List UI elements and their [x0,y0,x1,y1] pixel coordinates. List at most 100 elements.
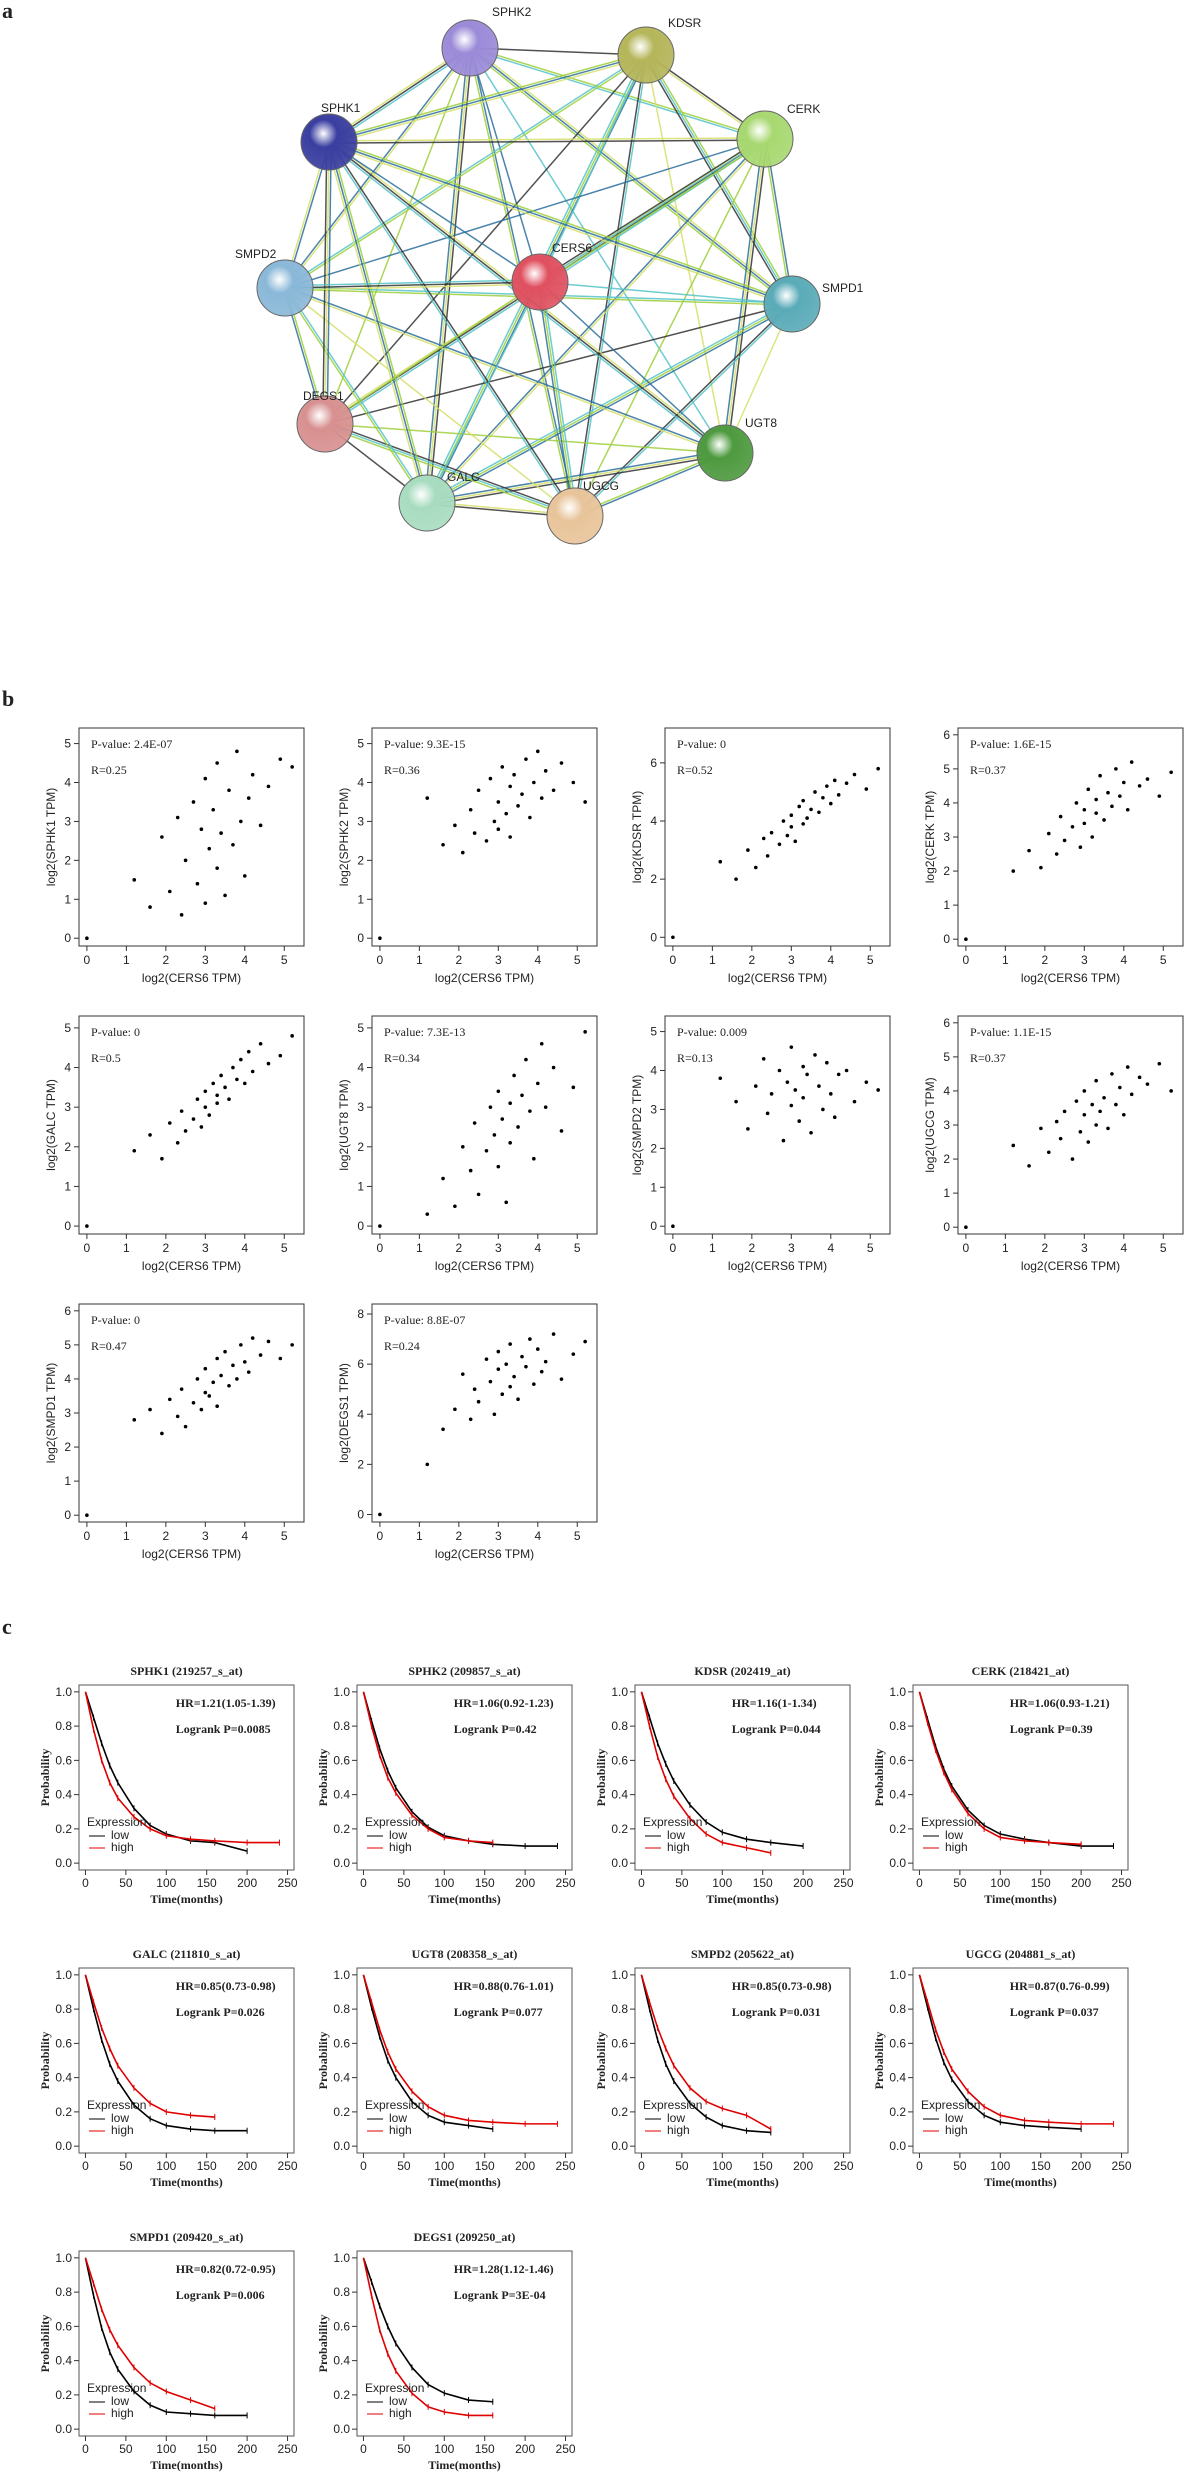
point [179,913,184,917]
x-axis-label: log2(CERS6 TPM) [728,1259,827,1273]
edge [470,46,766,139]
x-tick-label: 0 [82,1876,89,1890]
edge [326,142,426,504]
edge [428,48,473,504]
y-tick-label: 0.2 [889,2105,906,2119]
point [1118,794,1122,798]
chart-title: SMPD2 (205622_at) [691,1947,794,1961]
point [761,836,766,841]
annotation: HR=1.06(0.92-1.23) [454,1696,554,1710]
x-tick-label: 4 [534,1241,541,1255]
legend-label: low [389,2111,407,2125]
x-tick-label: 5 [281,1529,288,1543]
point [441,842,445,847]
x-tick-label: 50 [675,2159,689,2173]
point [528,815,532,820]
x-tick-label: 1 [416,1529,423,1543]
legend-label: low [389,2394,407,2408]
point [1082,1112,1087,1117]
x-tick-label: 0 [84,1529,91,1543]
y-axis-label: Probability [38,1749,52,1807]
edge [724,138,766,454]
plot-frame [78,1684,295,1871]
edge [325,421,577,515]
x-tick-label: 0 [963,953,970,967]
y-tick-label: 0 [943,932,950,946]
point [535,1347,540,1351]
point [195,1377,200,1381]
point [528,1337,532,1341]
legend-title: Expression [921,1815,980,1829]
x-tick-label: 50 [397,1876,411,1890]
y-tick-label: 0.2 [611,2105,628,2119]
x-axis-label: log2(CERS6 TPM) [435,1547,534,1561]
point [1011,869,1016,873]
point [1082,1089,1087,1093]
point [484,839,489,843]
point [223,1349,227,1354]
point [504,1200,509,1205]
y-tick-label: 0.6 [611,1753,628,1767]
y-axis-label: Probability [38,2315,52,2373]
point [266,1339,271,1344]
point [1074,801,1079,805]
y-tick-label: 1 [943,1186,950,1200]
point [1078,845,1083,850]
point [167,1397,172,1402]
annotation: Logrank P=0.077 [454,2005,543,2019]
y-tick-label: 0.8 [55,1719,72,1733]
x-tick-label: 2 [162,1529,169,1543]
point [203,1390,208,1395]
edge [285,286,429,503]
edge [575,304,794,518]
x-tick-label: 5 [1160,953,1167,967]
y-tick-label: 3 [64,1100,71,1114]
legend-title: Expression [365,1815,424,1829]
point [828,801,833,806]
point [789,1103,794,1108]
edge [284,288,725,455]
y-tick-label: 2 [357,853,364,867]
point [821,795,825,800]
edge [469,47,647,56]
edge [329,56,647,145]
y-tick-label: 5 [64,1021,71,1035]
x-tick-label: 4 [534,953,541,967]
plot-frame [78,727,305,947]
annotation: Logrank P=0.037 [1010,2005,1099,2019]
plot-frame [371,1015,598,1235]
legend-label: high [111,1840,134,1854]
y-tick-label: 2 [650,1141,657,1155]
y-tick-label: 1 [357,892,364,906]
chart-title: KDSR (202419_at) [694,1664,790,1678]
point [535,749,540,754]
point [671,935,675,940]
point [278,1053,283,1058]
y-axis-label: Probability [316,1749,330,1807]
point [793,1088,798,1092]
network-node [256,259,314,317]
x-tick-label: 100 [712,2159,732,2173]
y-tick-label: 1.0 [55,1968,72,1982]
edge [574,138,766,517]
point [524,1364,528,1369]
y-tick-label: 0.4 [55,2354,72,2368]
point [1157,1061,1162,1066]
y-tick-label: 6 [64,1304,71,1318]
point [512,1374,516,1379]
legend-label: low [111,2394,129,2408]
x-tick-label: 0 [377,1241,384,1255]
point [1145,777,1150,781]
point [191,1117,196,1121]
x-tick-label: 100 [156,2159,176,2173]
annotation: Logrank P=0.42 [454,1722,537,1736]
point [753,865,758,870]
point [425,1212,430,1216]
legend-label: high [945,1840,968,1854]
y-tick-label: 5 [357,1021,364,1035]
network-node [546,487,604,545]
point [1102,818,1106,822]
y-axis-label: log2(SPHK1 TPM) [44,788,58,886]
chart: SMPD2 (205622_at) 0 50 100 150 200 250 0.0 0.2 0.… [594,1947,854,2189]
x-tick-label: 4 [827,953,834,967]
